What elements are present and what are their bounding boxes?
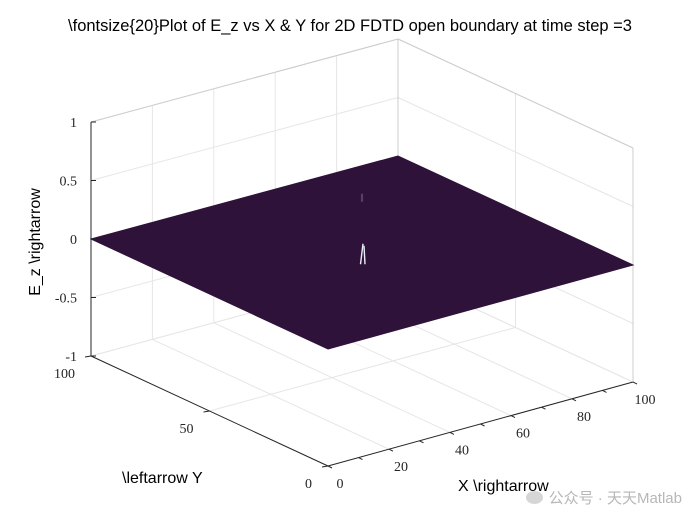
watermark-text: 公众号 · 天天Matlab: [548, 490, 682, 507]
grid-line: [90, 97, 399, 181]
watermark: 公众号 · 天天Matlab: [525, 487, 682, 508]
x-tick-mark: [419, 440, 424, 444]
x-tick-label: 100: [635, 393, 656, 408]
x-tick-mark: [327, 465, 333, 469]
x-axis-label: X \rightarrow: [458, 478, 549, 495]
y-tick-mark: [84, 355, 92, 358]
grid-line: [209, 327, 516, 412]
x-tick-label: 80: [577, 410, 591, 425]
chart-title: \fontsize{20}Plot of E_z vs X & Y for 2D…: [68, 17, 632, 35]
y-axis-label: \leftarrow Y: [122, 470, 203, 487]
tick-labels: 0 20 40 60 80 100 0 50 100 -1 -0.5 0 0.5 1: [54, 116, 656, 492]
x-tick-mark: [541, 406, 546, 410]
z-tick-label: 0.5: [60, 175, 78, 190]
tick-marks: [84, 121, 638, 469]
x-tick-mark: [480, 423, 485, 427]
grid-line: [397, 97, 634, 207]
surface: [89, 155, 635, 350]
x-tick-mark: [632, 381, 638, 385]
z-tick-label: -0.5: [55, 292, 77, 307]
z-tick-label: 1: [70, 116, 77, 131]
x-tick-mark: [510, 415, 516, 419]
x-tick-label: 20: [394, 460, 408, 475]
peak-highlight: [359, 243, 364, 265]
y-tick-mark: [321, 465, 329, 468]
x-tick-label: 40: [455, 443, 469, 458]
peak-highlight: [363, 245, 366, 265]
y-tick-label: 50: [180, 422, 194, 437]
x-tick-mark: [388, 448, 394, 452]
z-axis-label: E_z \rightarrow: [27, 188, 44, 296]
x-tick-mark: [602, 389, 607, 393]
z-tick-label: 0: [70, 233, 77, 248]
box-edge: [397, 38, 634, 149]
x-tick-label: 0: [337, 477, 344, 492]
x-tick-mark: [358, 457, 363, 461]
x-tick-mark: [571, 398, 577, 402]
y-tick-label: 100: [54, 367, 75, 382]
z-tick-label: -1: [65, 350, 77, 365]
box-edge: [90, 38, 399, 123]
x-tick-label: 60: [516, 427, 530, 442]
y-tick-mark: [203, 410, 210, 413]
wechat-icon: [525, 491, 543, 504]
x-tick-mark: [449, 431, 455, 435]
y-tick-label: 0: [305, 477, 312, 492]
